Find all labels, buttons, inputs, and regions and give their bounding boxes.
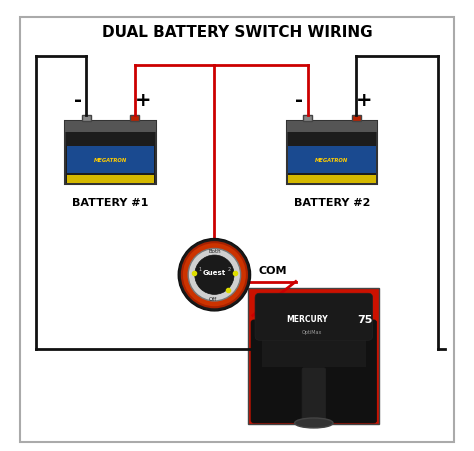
Text: +: +: [356, 91, 373, 110]
Bar: [82, 115, 91, 122]
FancyBboxPatch shape: [255, 294, 373, 341]
Text: 1: 1: [199, 266, 201, 272]
Text: DUAL BATTERY SWITCH WIRING: DUAL BATTERY SWITCH WIRING: [102, 25, 372, 40]
Bar: [287, 122, 377, 185]
Text: -: -: [295, 91, 303, 110]
FancyBboxPatch shape: [302, 368, 326, 423]
Text: BATTERY #2: BATTERY #2: [294, 198, 370, 207]
Bar: [65, 122, 155, 185]
Text: BATTERY #1: BATTERY #1: [72, 198, 149, 207]
Bar: [66, 175, 154, 184]
Circle shape: [195, 255, 234, 295]
Bar: [303, 115, 312, 122]
Text: 75: 75: [357, 315, 373, 325]
Text: MEGATRON: MEGATRON: [94, 157, 127, 162]
Bar: [288, 147, 376, 174]
Bar: [130, 115, 139, 122]
Ellipse shape: [295, 418, 333, 428]
Bar: [287, 122, 377, 133]
Text: Off: Off: [209, 296, 217, 302]
Text: COM: COM: [258, 265, 287, 275]
Text: MEGATRON: MEGATRON: [315, 157, 348, 162]
Text: Guest: Guest: [203, 269, 226, 276]
Circle shape: [188, 249, 241, 301]
Bar: [352, 115, 361, 122]
FancyBboxPatch shape: [20, 18, 454, 442]
Text: Both: Both: [208, 248, 221, 253]
FancyBboxPatch shape: [251, 320, 377, 423]
Text: -: -: [74, 91, 82, 110]
Bar: [288, 175, 376, 184]
Text: 2: 2: [227, 266, 230, 272]
Text: +: +: [135, 91, 151, 110]
Bar: [262, 335, 366, 367]
Circle shape: [178, 239, 251, 311]
Text: OptiMax: OptiMax: [301, 329, 322, 335]
Bar: [66, 147, 154, 174]
Bar: [65, 122, 155, 133]
Bar: [248, 289, 379, 424]
Circle shape: [182, 243, 247, 308]
Text: MERCURY: MERCURY: [286, 314, 328, 323]
